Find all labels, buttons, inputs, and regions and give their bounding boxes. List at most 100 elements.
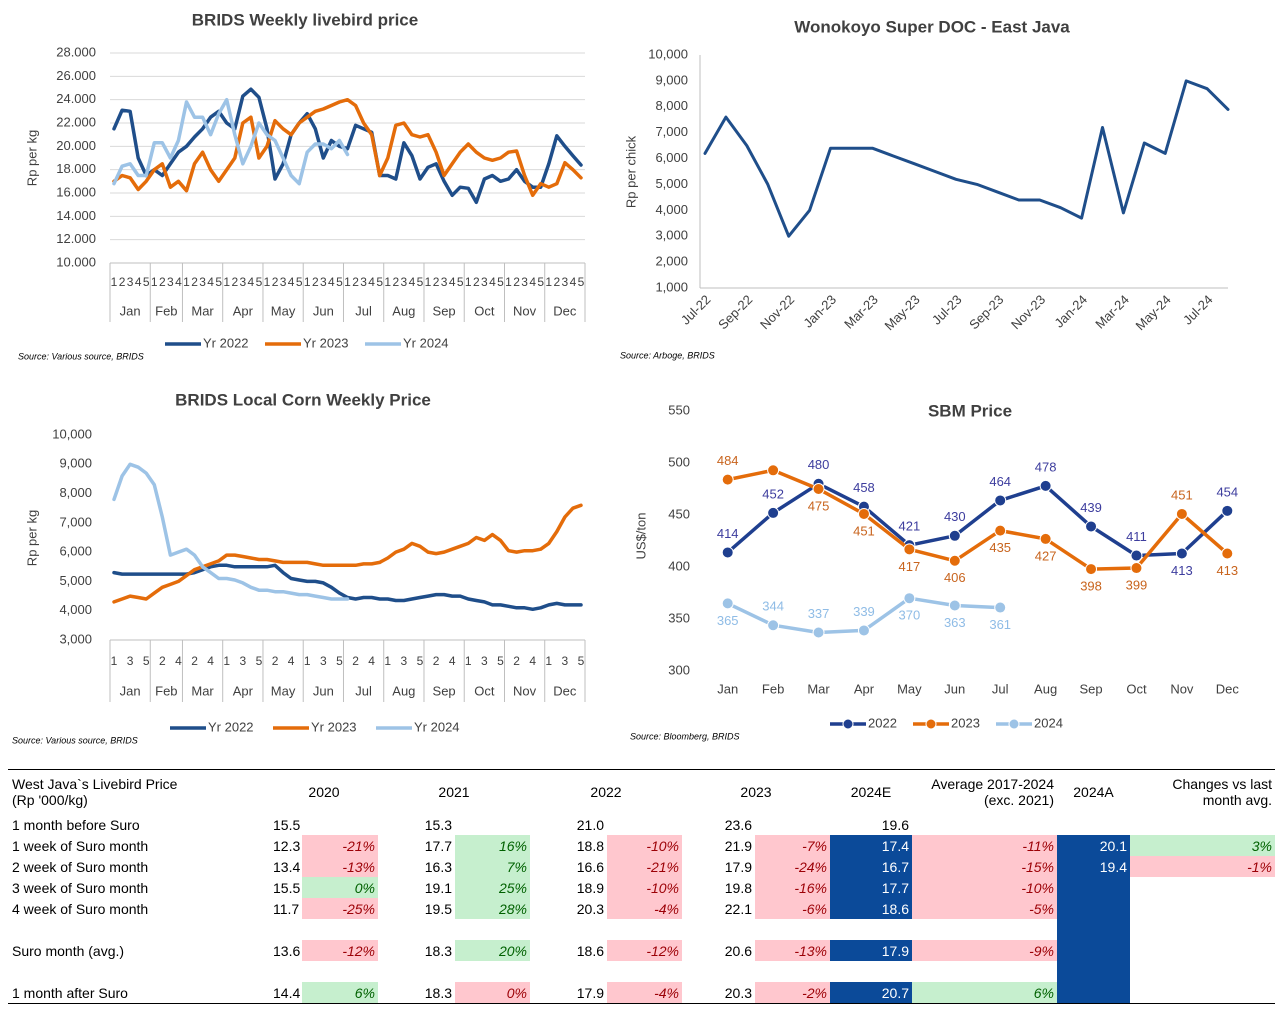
y-tick-label: 7,000	[655, 124, 688, 139]
y-tick-label: 16.000	[56, 184, 96, 199]
table-header: West Java`s Livebird Price (Rp '000/kg) 20…	[8, 770, 1275, 815]
x-tick-label: 1	[344, 275, 351, 289]
data-label: 439	[1080, 500, 1102, 515]
y-tick-label: 10.000	[56, 254, 96, 269]
x-tick-label: 4	[368, 654, 375, 668]
legend-label: Yr 2024	[414, 719, 460, 734]
x-tick-label: 1	[111, 275, 118, 289]
x-group-label: Oct	[474, 683, 495, 698]
x-tick-label: 1	[545, 275, 552, 289]
table-cell: 15.3	[424, 816, 452, 833]
spacer-cell	[378, 961, 455, 982]
series-line	[725, 482, 1230, 558]
marker	[812, 626, 825, 639]
x-tick-label: 3	[441, 275, 448, 289]
spacer-cell	[682, 919, 755, 940]
x-tick-label: 2	[159, 275, 166, 289]
x-tick-label: 5	[457, 275, 464, 289]
header-line: Changes vs last	[1172, 776, 1272, 792]
y-tick-label: 9,000	[655, 72, 688, 87]
table-cell: 20.3	[724, 984, 752, 1001]
y-tick-label: 8,000	[59, 485, 92, 500]
table-cell	[1130, 898, 1275, 919]
y-tick-label: 3,000	[59, 631, 92, 646]
y-tick-label: 350	[668, 610, 690, 625]
x-tick-label: 1	[264, 275, 271, 289]
y-tick-label: 5,000	[655, 176, 688, 191]
data-label: 435	[989, 540, 1011, 555]
y-tick-label: 12.000	[56, 231, 96, 246]
y-axis-label: Rp per kg	[24, 510, 39, 566]
x-tick-label: 1	[465, 275, 472, 289]
header-cell: West Java`s Livebird Price (Rp '000/kg)	[8, 770, 270, 815]
spacer-cell	[1057, 961, 1130, 982]
table-cell: 21.9	[724, 837, 752, 854]
x-tick-label: 5	[376, 275, 383, 289]
marker	[1130, 549, 1143, 562]
table-cell: 13.6	[273, 942, 301, 959]
series-line	[112, 563, 583, 612]
table-cell	[1057, 940, 1130, 961]
x-tick-label: Jul-24	[1180, 292, 1216, 328]
x-tick-label: 5	[497, 275, 504, 289]
table-cell: 0%	[302, 877, 378, 898]
table-cell: 19.1	[424, 879, 452, 896]
data-label: 458	[853, 480, 875, 495]
x-tick-label: Jul-22	[678, 292, 714, 328]
table-cell: -9%	[912, 940, 1057, 961]
header-cell: 2023	[740, 784, 772, 800]
x-tick-label: 3	[401, 275, 408, 289]
x-tick-label: 5	[578, 275, 585, 289]
x-tick-label: Oct	[1126, 681, 1147, 696]
data-label: 337	[808, 606, 830, 621]
x-tick-label: 3	[239, 654, 246, 668]
table-cell: 4 week of Suro month	[12, 900, 149, 917]
x-tick-label: 2	[392, 275, 399, 289]
data-label: 339	[853, 604, 875, 619]
x-tick-label: May	[897, 681, 922, 696]
table-cell	[1057, 877, 1130, 898]
x-tick-label: Aug	[1034, 681, 1057, 696]
table-cell: 19.8	[724, 879, 752, 896]
table-cell: 18.6	[576, 942, 604, 959]
table-row: 2 week of Suro month 13.4 -13% 16.3 7% 16.6 -2…	[8, 856, 1275, 877]
marker	[1175, 507, 1188, 520]
legend-label: Yr 2022	[208, 719, 254, 734]
table-cell: 19.6	[881, 816, 909, 833]
table-cell: 17.7	[830, 877, 912, 898]
marker	[948, 529, 961, 542]
data-label: 480	[808, 457, 830, 472]
y-tick-label: 1,000	[655, 279, 688, 294]
y-axis-label: US$/ton	[633, 513, 648, 560]
marker	[1085, 520, 1098, 533]
x-tick-label: 2	[513, 275, 520, 289]
x-tick-label: 3	[239, 275, 246, 289]
legend-label: Yr 2022	[203, 335, 249, 350]
table-cell	[1057, 814, 1130, 835]
x-tick-label: 5	[417, 654, 424, 668]
x-tick-label: Sep-23	[966, 292, 1006, 332]
y-tick-label: 10,000	[52, 426, 92, 441]
table-cell	[755, 814, 830, 835]
x-tick-label: 3	[167, 275, 174, 289]
x-tick-label: 4	[207, 275, 214, 289]
x-tick-label: 5	[256, 275, 263, 289]
x-tick-label: 2	[231, 275, 238, 289]
x-group-label: Nov	[513, 683, 537, 698]
data-label: 399	[1126, 577, 1148, 592]
spacer-cell	[1130, 961, 1275, 982]
data-label: 414	[717, 526, 739, 541]
x-tick-label: 4	[175, 275, 182, 289]
x-tick-label: 3	[562, 654, 569, 668]
table-cell: 20.1	[1057, 835, 1130, 856]
x-tick-label: 3	[481, 654, 488, 668]
y-tick-label: 7,000	[59, 514, 92, 529]
spacer-cell	[302, 919, 378, 940]
table-cell: -1%	[1130, 856, 1275, 877]
x-tick-label: Sep-22	[715, 292, 755, 332]
marker	[857, 624, 870, 637]
x-tick-label: 3	[199, 275, 206, 289]
x-tick-label: 4	[529, 654, 536, 668]
chart-title: SBM Price	[928, 401, 1012, 420]
y-tick-label: 9,000	[59, 456, 92, 471]
